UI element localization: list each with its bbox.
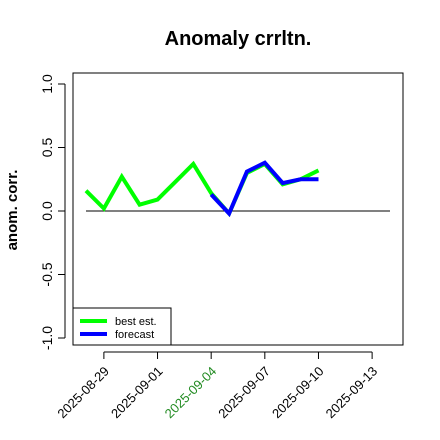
y-tick-label: 0.5	[39, 138, 55, 158]
y-axis-title: anom. corr.	[4, 170, 21, 251]
y-tick-label: -0.5	[39, 262, 55, 286]
legend-label: forecast	[115, 329, 154, 341]
x-tick-label: 2025-08-29	[54, 364, 112, 422]
x-tick-label: 2025-09-13	[323, 364, 381, 422]
plot-frame	[72, 72, 404, 346]
series-layer	[84, 160, 320, 218]
y-tick-label: -1.0	[39, 326, 55, 350]
chart-title: Anomaly crrltn.	[165, 28, 312, 50]
legend-box	[72, 307, 172, 346]
x-tick-label: 2025-09-04	[162, 364, 220, 422]
legend: best est.forecast	[72, 307, 172, 346]
y-tick-label: 1.0	[39, 74, 55, 94]
legend-label: best est.	[115, 316, 157, 328]
x-tick-label: 2025-09-01	[108, 364, 166, 422]
y-axis: -1.0 -0.5 0.0 0.5 1.0	[39, 74, 66, 350]
x-axis: 2025-08-292025-09-012025-09-042025-09-07…	[54, 351, 381, 422]
series-line-best-est	[84, 160, 320, 218]
series-line-forecast	[209, 160, 319, 218]
y-tick-label: 0.0	[39, 201, 55, 221]
x-tick-label: 2025-09-10	[269, 364, 327, 422]
x-tick-label: 2025-09-07	[215, 364, 273, 422]
